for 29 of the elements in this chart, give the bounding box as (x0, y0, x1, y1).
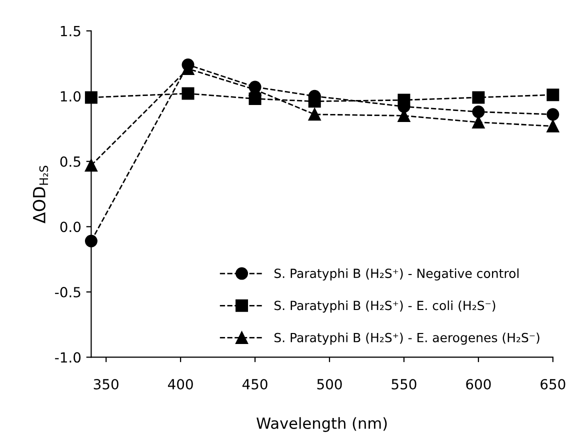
point (84, 159, 98, 172)
y-tick-label: 1.5 (60, 26, 80, 36)
point (84, 91, 98, 104)
y-tick-label: -0.5 (55, 286, 80, 298)
y-tick-label: 0.5 (60, 156, 80, 167)
point (84, 234, 98, 248)
point (182, 87, 194, 100)
y-axis-title: ΔOD$_{H₂S}$ (32, 166, 48, 224)
point (546, 108, 560, 121)
y-tick-label: -1.0 (55, 352, 81, 363)
x-axis-title: Wavelength (nm) (256, 417, 387, 432)
y-tick-label: 1.0 (60, 91, 81, 102)
x-tick-label: 600 (466, 378, 491, 390)
x-tick-label: 350 (94, 378, 118, 390)
x-tick-label: 400 (168, 378, 193, 390)
x-tick-label: 500 (317, 378, 342, 390)
x-tick-label: 650 (540, 378, 566, 390)
legend-label: S. Paratyphi B (H₂S⁺) - E. aerogenes (H₂S⁻) (274, 332, 540, 345)
point (472, 106, 485, 118)
point (546, 120, 560, 132)
point (546, 88, 560, 102)
point (308, 108, 321, 121)
legend-label: S. Paratyphi B (H₂S⁺) - Negative control (274, 268, 518, 281)
point (472, 91, 485, 104)
y-tick-label: 0.0 (60, 222, 81, 232)
legend-label: S. Paratyphi B (H₂S⁺) - E. coli (H₂S⁻) (274, 300, 496, 313)
x-tick-label: 550 (392, 378, 416, 390)
point (248, 92, 262, 105)
x-tick-label: 450 (242, 378, 268, 390)
